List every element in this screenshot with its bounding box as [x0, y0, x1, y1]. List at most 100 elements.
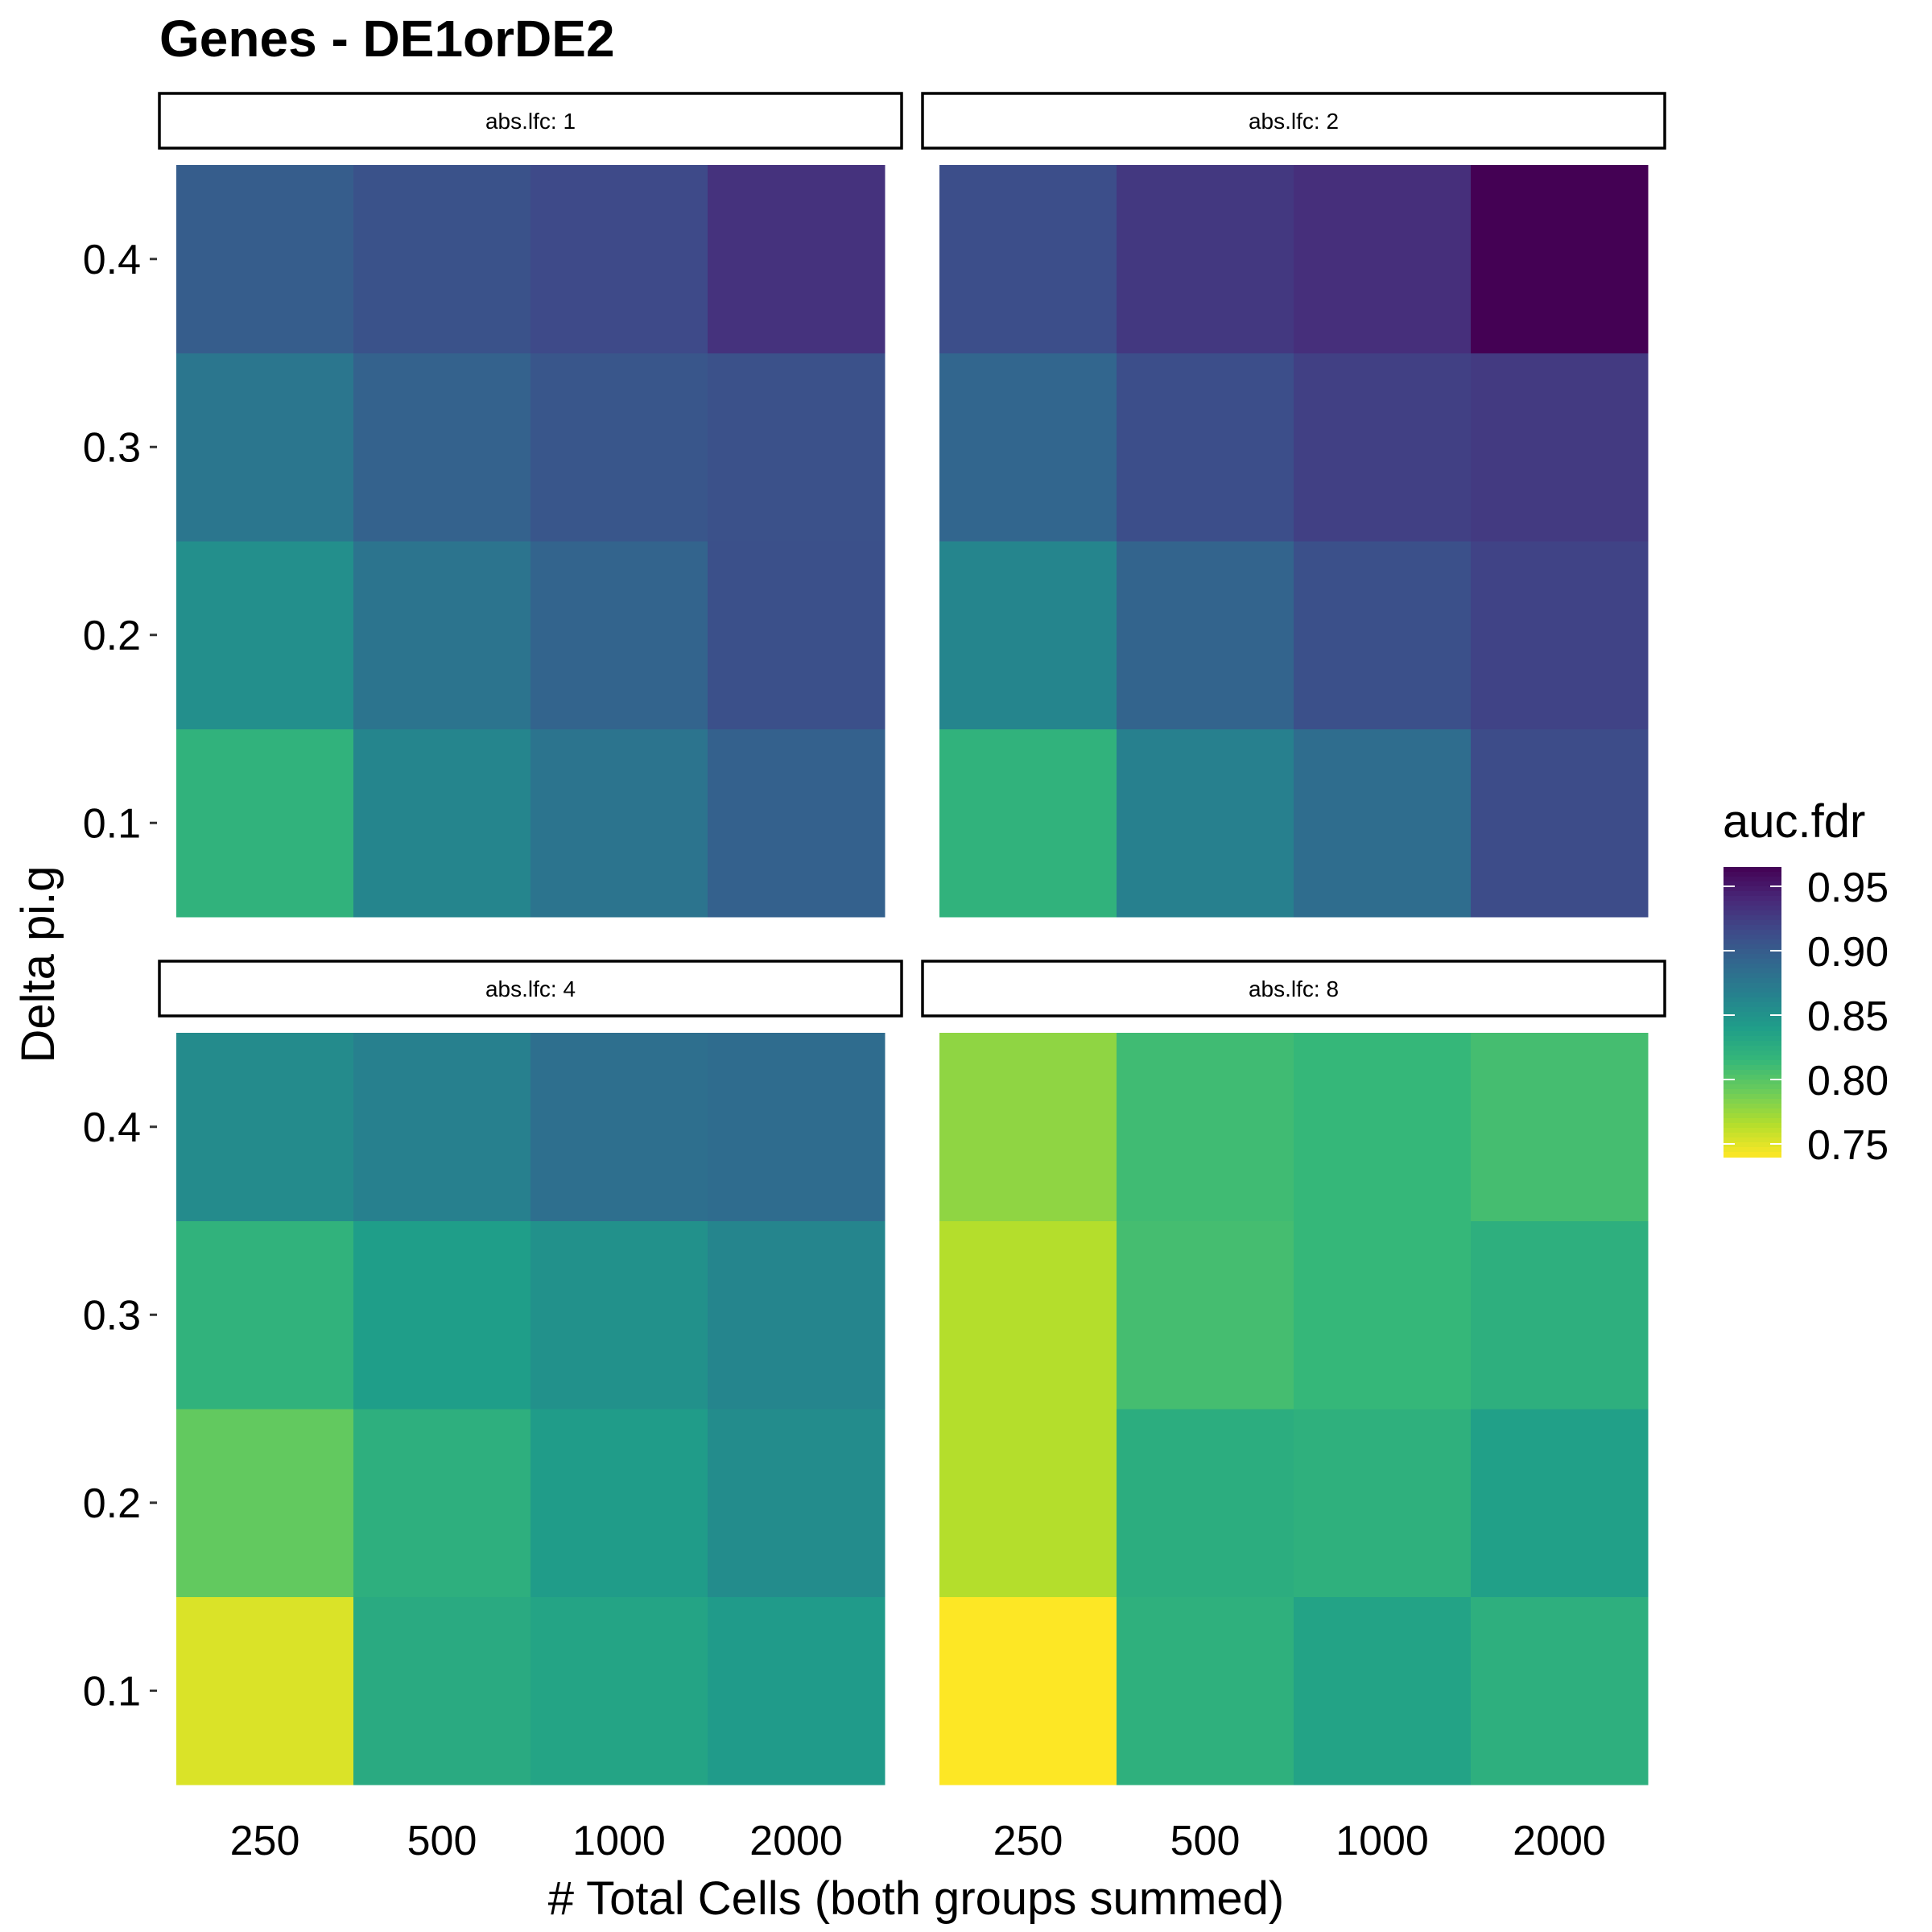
heatmap-cell: [1117, 1033, 1294, 1221]
legend-color-step: [1724, 915, 1781, 921]
heatmap-cell: [939, 165, 1117, 353]
heatmap-cell: [1117, 165, 1294, 353]
heatmap-cell: [1471, 1220, 1649, 1410]
legend-color-step: [1724, 988, 1781, 993]
heatmap-cell: [939, 729, 1117, 918]
legend-color-step: [1724, 872, 1781, 877]
y-tick-label: 0.1: [83, 1668, 141, 1715]
heatmap-cell: [176, 165, 354, 353]
facet-panel: abs.lfc: 4 0.1 0.2 0.3 0.4 250 500 1000 2000: [83, 960, 903, 1864]
legend-color-step: [1724, 1002, 1781, 1008]
legend-color-step: [1724, 877, 1781, 882]
heatmap-cell: [1471, 165, 1649, 353]
x-axis-title: # Total Cells (both groups summed): [548, 1872, 1284, 1925]
legend-color-step: [1724, 964, 1781, 969]
legend-color-step: [1724, 1142, 1781, 1148]
heatmap-cell: [353, 729, 531, 918]
facet-strip-label: abs.lfc: 1: [485, 109, 576, 134]
legend-color-step: [1724, 939, 1781, 945]
x-tick-label: 250: [993, 1818, 1063, 1864]
heatmap-cell: [708, 1409, 886, 1597]
heatmap-cell: [708, 165, 886, 353]
legend-color-step: [1724, 1080, 1781, 1085]
heatmap-cell: [708, 541, 886, 729]
heatmap-cell: [353, 353, 531, 542]
legend-color-step: [1724, 1022, 1781, 1027]
heatmap-cell: [353, 165, 531, 353]
heatmap-cell: [1294, 1220, 1472, 1410]
heatmap-cell: [353, 1033, 531, 1221]
legend-color-step: [1724, 978, 1781, 984]
heatmap-cell: [176, 729, 354, 918]
x-tick-label: 1000: [572, 1818, 666, 1864]
legend-color-step: [1724, 1046, 1781, 1051]
legend-color-step: [1724, 867, 1781, 873]
heatmap-cell: [1117, 1220, 1294, 1410]
legend-color-step: [1724, 959, 1781, 964]
heatmap-cell: [1471, 1409, 1649, 1597]
legend-title: auc.fdr: [1723, 795, 1865, 848]
legend-color-step: [1724, 1031, 1781, 1037]
heatmap-cell: [939, 541, 1117, 729]
legend-color-step: [1724, 954, 1781, 960]
heatmap-cell: [1294, 1033, 1472, 1221]
legend-color-step: [1724, 901, 1781, 906]
heatmap-cell: [1117, 541, 1294, 729]
legend-tick-label: 0.85: [1807, 993, 1889, 1040]
heatmap-cell: [1294, 353, 1472, 542]
heatmap-cell: [530, 1409, 708, 1597]
facet-panel: abs.lfc: 1 0.1 0.2 0.3 0.4: [83, 92, 903, 918]
legend-color-step: [1724, 1094, 1781, 1100]
legend-color-step: [1724, 910, 1781, 916]
heatmap-cell: [939, 1033, 1117, 1221]
legend-color-step: [1724, 1017, 1781, 1022]
heatmap-cell: [1294, 729, 1472, 918]
heatmap-cell: [530, 353, 708, 542]
facet-strip-label: abs.lfc: 2: [1249, 109, 1339, 134]
legend-color-step: [1724, 1084, 1781, 1090]
y-tick-label: 0.3: [83, 424, 141, 471]
heatmap-cell: [1471, 1596, 1649, 1785]
legend-color-step: [1724, 1099, 1781, 1104]
x-tick-label: 250: [230, 1818, 300, 1864]
heatmap-cell: [708, 1596, 886, 1785]
legend-color-step: [1724, 1108, 1781, 1114]
color-legend: auc.fdr 0.95 0.90 0.85 0.80 0.75: [1723, 795, 1889, 1169]
facet-strip: [921, 960, 1666, 1018]
legend-color-step: [1724, 1147, 1781, 1153]
legend-color-step: [1724, 1128, 1781, 1133]
legend-color-step: [1724, 1070, 1781, 1075]
heatmap-cell: [1471, 1033, 1649, 1221]
facet-strip: [158, 960, 903, 1018]
legend-color-step: [1724, 1113, 1781, 1119]
legend-color-step: [1724, 997, 1781, 1003]
x-tick-label: 2000: [1513, 1818, 1606, 1864]
heatmap-cell: [939, 1409, 1117, 1597]
heatmap-cell: [1294, 1409, 1472, 1597]
heatmap-cell: [939, 353, 1117, 542]
facet-strip: [158, 92, 903, 150]
legend-color-step: [1724, 920, 1781, 926]
legend-color-step: [1724, 1060, 1781, 1066]
heatmap-cell: [1117, 353, 1294, 542]
legend-color-step: [1724, 1051, 1781, 1056]
facet-panel: abs.lfc: 2: [921, 92, 1666, 918]
legend-color-step: [1724, 881, 1781, 887]
heatmap-cell: [176, 353, 354, 542]
heatmap-cell: [530, 165, 708, 353]
heatmap-cell: [1117, 1596, 1294, 1785]
heatmap-cell: [708, 1033, 886, 1221]
legend-color-step: [1724, 1137, 1781, 1143]
legend-tick-label: 0.75: [1807, 1122, 1889, 1169]
heatmap-cell: [1294, 541, 1472, 729]
heatmap-cell: [708, 1220, 886, 1410]
heatmap-cell: [530, 1033, 708, 1221]
x-tick-label: 500: [407, 1818, 477, 1864]
y-tick-label: 0.2: [83, 613, 141, 659]
y-tick-label: 0.1: [83, 800, 141, 847]
facet-strip-label: abs.lfc: 4: [485, 976, 576, 1001]
heatmap-cell: [176, 1409, 354, 1597]
legend-color-step: [1724, 949, 1781, 955]
heatmap-cell: [353, 1596, 531, 1785]
